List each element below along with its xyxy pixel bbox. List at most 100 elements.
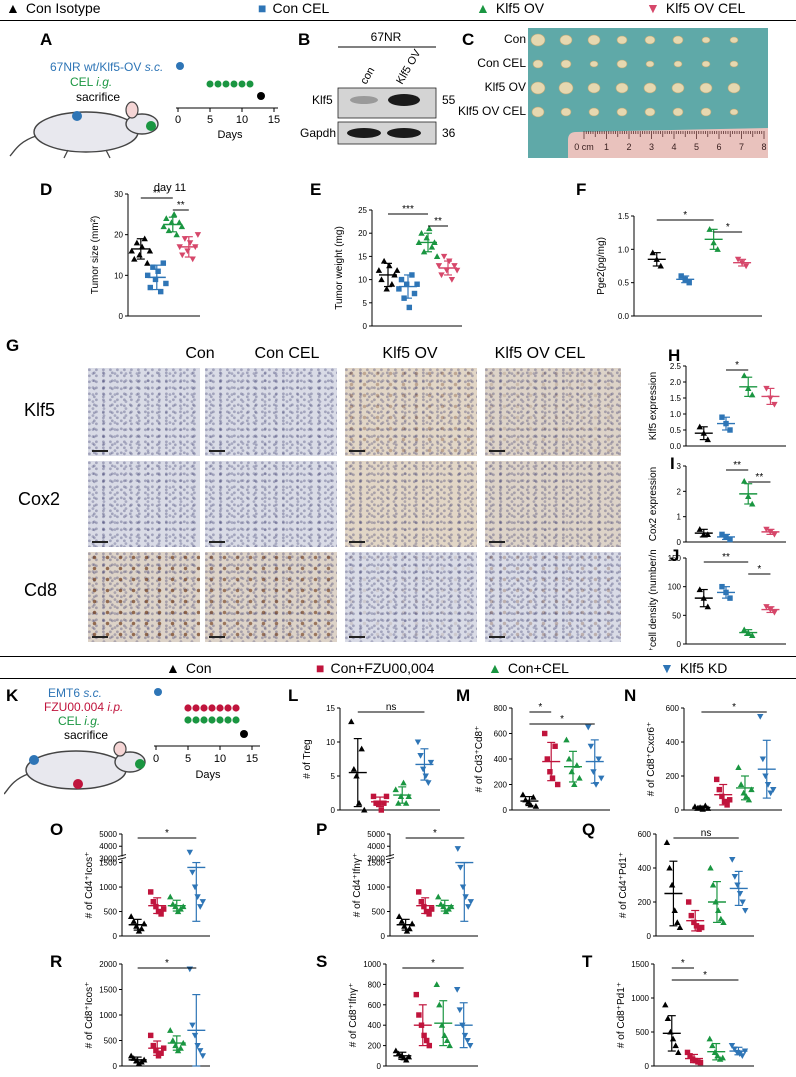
y-tick-label: 0 [645,1062,650,1071]
data-point [130,918,137,924]
series-0 [519,791,540,809]
data-point [767,395,774,402]
y-tick-label: 0 [363,322,368,331]
data-point [173,231,180,238]
series-2 [415,225,441,259]
ihc-col-label: Con CEL [254,345,320,362]
y-tick-label: 0.5 [670,426,682,435]
ihc-row-label: Cd8 [24,580,58,600]
data-point [435,893,442,900]
data-point [380,257,388,264]
data-point [186,966,194,973]
chart-r: 0 500 1000 1500 2000 # of Cd8⁺Icos⁺ * [84,958,210,1071]
series-2 [167,1027,187,1054]
data-point [666,864,673,871]
data-point [590,769,597,775]
data-point [393,267,401,273]
ihc-image-cox2-con [88,461,200,547]
tumor-sample [530,81,546,95]
mouse-illustration [9,101,159,159]
data-point [426,1042,433,1049]
data-point [687,1053,693,1059]
data-point [684,1049,691,1056]
data-point [741,626,748,633]
data-point [178,223,186,230]
data-point [191,1032,199,1039]
y-axis-label: # of Cd8⁺Pd1⁺ [616,982,627,1048]
sig-label: *** [402,204,414,215]
legend2-label: Con [185,660,212,676]
data-point [737,781,745,788]
data-point [724,802,730,808]
panel-label-d: D [40,180,53,199]
panel-k-line2: FZU00.004 i.p. [44,700,124,714]
series-1 [415,889,435,917]
sig-label: * [703,970,707,981]
data-point [549,775,556,781]
data-point [169,1037,177,1044]
data-point [411,290,418,297]
y-tick-label: 600 [638,830,652,839]
data-point [186,849,194,856]
data-point [423,1037,430,1044]
y-tick-label: 1.0 [670,410,682,419]
data-point [720,919,727,925]
data-point [192,244,199,251]
series-0 [128,235,154,266]
panel-label-o: O [50,820,64,839]
data-point [700,430,707,436]
data-point [702,802,709,809]
ruler-label: 0 cm [574,142,594,152]
data-point [153,903,159,910]
data-point [170,211,178,217]
series-2 [739,626,758,638]
data-point [147,1032,154,1039]
sig-label: * [433,828,437,839]
data-point [712,898,719,905]
series-0 [395,913,416,934]
y-tick-label: 1000 [99,883,117,892]
timeline-tick: 15 [246,753,258,765]
y-tick-label: 200 [666,772,680,781]
timeline-xlabel: Days [217,129,243,141]
data-point [163,280,169,287]
y-axis-label: # of Cd8⁺Ifnγ⁺ [348,983,359,1047]
data-point [179,252,186,259]
data-point [716,786,723,793]
legend2-rule-bottom [0,678,796,679]
data-point [757,713,764,720]
data-point [153,1047,159,1054]
series-3 [733,256,752,270]
data-point [456,1007,463,1014]
data-point [401,923,408,929]
data-point [462,894,469,901]
legend2-item-2: ▲ Con+CEL [488,660,569,676]
data-point [770,787,777,793]
data-point [135,1060,143,1067]
data-point [146,247,154,254]
data-point [719,793,725,800]
data-point [740,789,747,796]
data-point [180,903,187,910]
series-0 [694,526,713,538]
data-point [657,262,664,269]
data-point [764,781,772,788]
data-point [402,800,410,806]
series-1 [717,583,735,601]
series-3 [761,526,780,538]
data-point [408,920,416,927]
data-point [167,1027,174,1033]
data-point [745,796,753,803]
data-point [398,276,405,283]
data-point [741,1048,749,1055]
series-0 [694,423,713,443]
tumor-sample [644,35,656,45]
tumor-sample [727,82,741,94]
legend2-label: Con+FZU00,004 [330,660,435,676]
data-point [426,225,433,232]
y-tick-label: 1 [677,513,682,522]
y-tick-label: 10 [358,276,367,285]
ihc-image-cox2-concel [205,461,337,547]
series-2 [563,736,583,788]
